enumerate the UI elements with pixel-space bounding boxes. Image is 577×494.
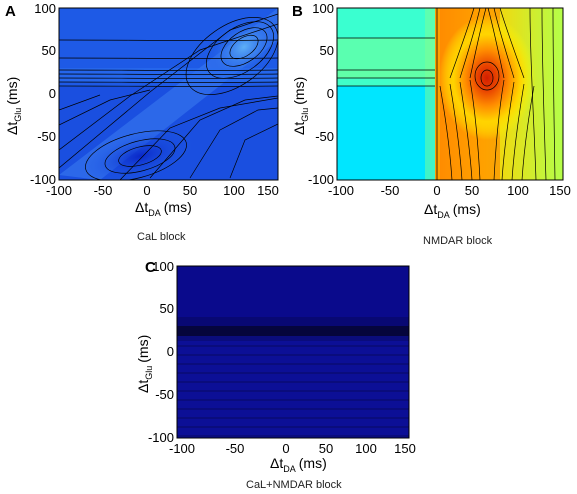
- panel-c-caption: CaL+NMDAR block: [246, 479, 342, 491]
- panel-c-y-tick: 0: [167, 344, 174, 359]
- panel-b-x-tick: 150: [549, 183, 571, 198]
- panel-b-label: B: [292, 3, 303, 20]
- panel-b-caption: NMDAR block: [423, 235, 493, 247]
- panel-b-y-tick: -50: [315, 129, 334, 144]
- panel-a-x-label: ΔtDA (ms): [135, 199, 192, 218]
- panel-c-x-tick: 100: [355, 441, 377, 456]
- panel-c-y-ticks: 100 50 0 -50 -100: [148, 259, 174, 445]
- panel-a-y-tick: 50: [42, 43, 56, 58]
- panel-c-x-tick: 50: [319, 441, 333, 456]
- panel-a: A -100 -50 0 50 100 150 100 50 0 -50 -10…: [4, 1, 279, 243]
- panel-b-x-tick: -50: [381, 183, 400, 198]
- panel-c-x-tick: -100: [169, 441, 195, 456]
- panel-c-x-ticks: -100 -50 0 50 100 150: [169, 441, 416, 456]
- panel-c-y-tick: 100: [152, 259, 174, 274]
- panel-a-x-tick: -50: [94, 183, 113, 198]
- panel-b-y-tick: 0: [327, 86, 334, 101]
- panel-b-y-tick: 100: [312, 1, 334, 16]
- panel-c-label: C: [145, 259, 156, 276]
- panel-a-y-label: ΔtGlu(ms): [4, 77, 23, 135]
- panel-b-y-tick: 50: [320, 43, 334, 58]
- panel-c-x-tick: -50: [226, 441, 245, 456]
- panel-b-heatmap: [337, 8, 563, 180]
- panel-c-x-tick: 0: [282, 441, 289, 456]
- panel-c-y-tick: 50: [160, 301, 174, 316]
- panel-a-x-tick: 0: [143, 183, 150, 198]
- panel-a-x-tick: -100: [46, 183, 72, 198]
- panel-c-y-label: ΔtGlu(ms): [135, 335, 154, 393]
- panel-c: C -100 -50 0 50 100 150 100 50 0 -50 -10…: [135, 259, 416, 491]
- panel-a-x-tick: 100: [223, 183, 245, 198]
- panel-a-caption: CaL block: [137, 231, 186, 243]
- panel-a-y-tick: -50: [37, 129, 56, 144]
- panel-a-y-tick: 100: [34, 1, 56, 16]
- panel-a-y-tick: -100: [30, 172, 56, 187]
- panel-a-heatmap: [59, 8, 278, 180]
- panel-a-x-tick: 150: [257, 183, 279, 198]
- panel-c-y-tick: -100: [148, 430, 174, 445]
- panel-a-y-ticks: 100 50 0 -50 -100: [30, 1, 56, 187]
- panel-c-x-tick: 150: [394, 441, 416, 456]
- panel-c-y-tick: -50: [155, 387, 174, 402]
- panel-a-label: A: [5, 3, 16, 20]
- panel-b-x-label: ΔtDA (ms): [424, 201, 481, 220]
- panel-a-y-tick: 0: [49, 86, 56, 101]
- panel-b-y-label: ΔtGlu(ms): [291, 77, 310, 135]
- panel-b-y-ticks: 100 50 0 -50 -100: [308, 1, 334, 187]
- panel-a-x-tick: 50: [183, 183, 197, 198]
- panel-c-x-label: ΔtDA (ms): [270, 455, 327, 474]
- panel-b-x-tick: -100: [328, 183, 354, 198]
- panel-b: B -100 -50 0 50 100 150 100 50 0 -50 -10…: [291, 1, 571, 247]
- panel-c-heatmap: [177, 266, 409, 438]
- panel-b-x-tick: 50: [465, 183, 479, 198]
- panel-b-x-ticks: -100 -50 0 50 100 150: [328, 183, 571, 198]
- panel-b-x-tick: 100: [507, 183, 529, 198]
- panel-a-x-ticks: -100 -50 0 50 100 150: [46, 183, 279, 198]
- panel-b-x-tick: 0: [433, 183, 440, 198]
- panel-b-y-tick: -100: [308, 172, 334, 187]
